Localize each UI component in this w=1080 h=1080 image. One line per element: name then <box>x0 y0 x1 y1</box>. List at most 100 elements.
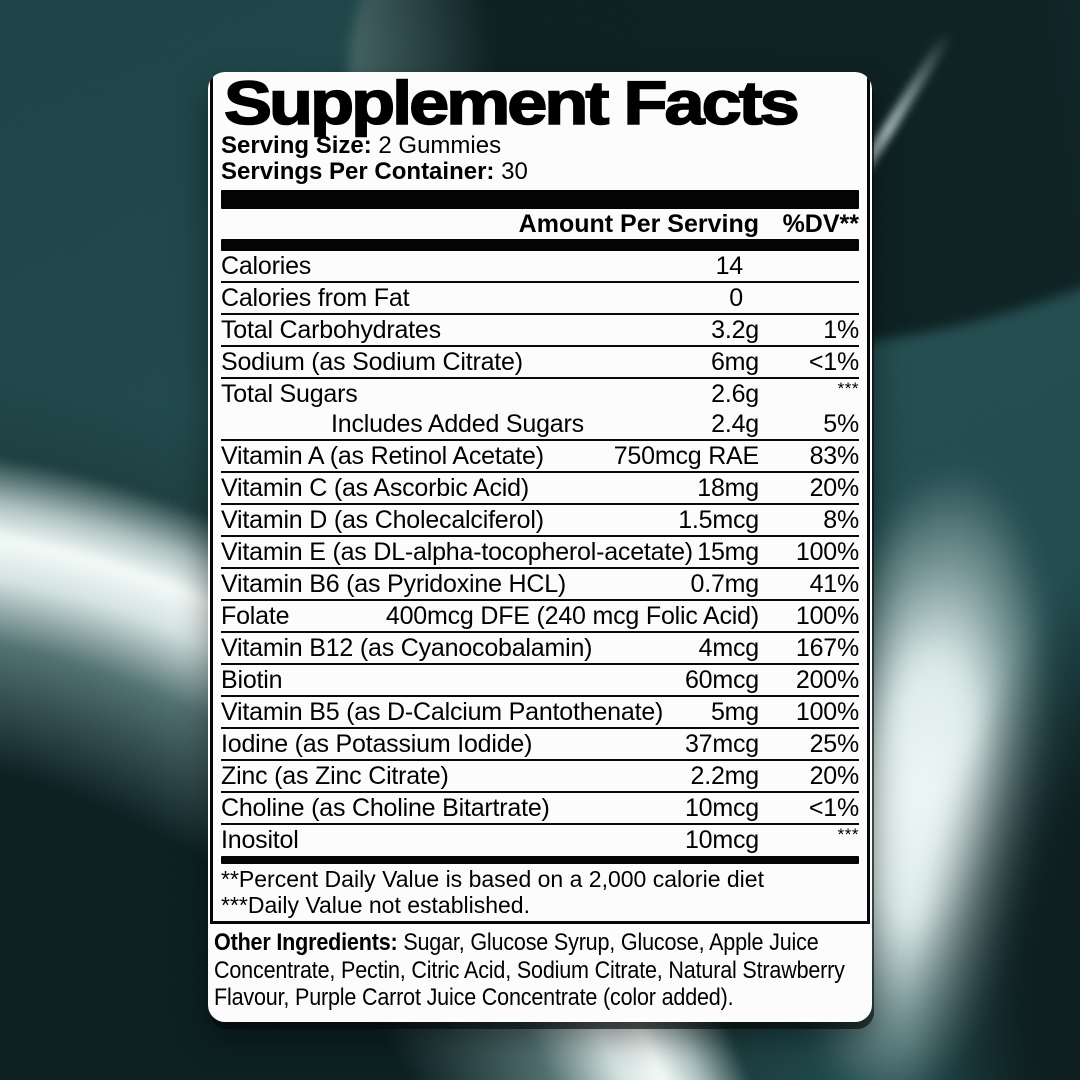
table-row: Vitamin A (as Retinol Acetate) 750mcg RAE… <box>221 441 859 473</box>
nutrient-name: Zinc (as Zinc Citrate) <box>221 762 449 790</box>
nutrient-dv: 167% <box>795 634 859 662</box>
nutrient-amount: 60mcg <box>684 666 759 694</box>
other-ingredients-label: Other Ingredients: <box>214 929 398 956</box>
nutrient-name: Calories <box>221 252 312 280</box>
divider-bar-thick <box>221 190 859 209</box>
nutrient-row-line: Vitamin D (as Cholecalciferol) 1.5mcg 8% <box>221 505 859 535</box>
nutrient-row-line: Folate 400mcg DFE (240 mcg Folic Acid) 100… <box>221 601 859 631</box>
label-title: Supplement Facts <box>223 72 801 137</box>
table-row: Zinc (as Zinc Citrate) 2.2mg 20% <box>221 761 859 793</box>
divider-bar-thin <box>221 856 859 864</box>
nutrient-amount: 2.4g <box>711 410 759 438</box>
nutrient-amount: 14 <box>715 252 744 280</box>
nutrient-row-line: Vitamin B5 (as D-Calcium Pantothenate) 5m… <box>221 697 859 727</box>
nutrient-name: Iodine (as Potassium Iodide) <box>221 730 533 758</box>
nutrient-name: Total Carbohydrates <box>221 316 441 344</box>
nutrient-dv: *** <box>837 379 859 398</box>
table-row: Biotin 60mcg 200% <box>221 665 859 697</box>
table-row: Folate 400mcg DFE (240 mcg Folic Acid) 100… <box>221 601 859 633</box>
nutrient-amount: 0 <box>729 284 743 312</box>
table-row: Vitamin B12 (as Cyanocobalamin) 4mcg 167% <box>221 633 859 665</box>
nutrient-dv: 200% <box>795 666 859 694</box>
table-row: Vitamin B6 (as Pyridoxine HCL) 0.7mg 41% <box>221 569 859 601</box>
nutrient-dv: 8% <box>823 506 859 534</box>
table-header-row: Amount Per Serving %DV** <box>221 209 859 239</box>
percent-dv-header: %DV** <box>782 210 859 238</box>
nutrient-name: Vitamin D (as Cholecalciferol) <box>221 506 544 534</box>
nutrient-dv: 100% <box>795 602 859 630</box>
footnote-not-established: ***Daily Value not established. <box>221 892 530 918</box>
nutrient-row-line: Vitamin E (as DL-alpha-tocopherol-acetat… <box>221 537 859 567</box>
nutrient-row-line: Total Carbohydrates 3.2g 1% <box>221 315 859 345</box>
nutrient-name: Vitamin A (as Retinol Acetate) <box>221 442 544 470</box>
nutrient-dv: 100% <box>795 698 859 726</box>
nutrient-row-line: Calories from Fat 0 <box>221 283 859 313</box>
footnotes: **Percent Daily Value is based on a 2,00… <box>221 866 859 918</box>
nutrient-name: Vitamin C (as Ascorbic Acid) <box>221 474 529 502</box>
table-row: Inositol 10mcg *** <box>221 825 859 855</box>
nutrient-row-line: Iodine (as Potassium Iodide) 37mcg 25% <box>221 729 859 759</box>
table-row: Vitamin B5 (as D-Calcium Pantothenate) 5m… <box>221 697 859 729</box>
nutrient-amount: 2.2mg <box>690 762 760 790</box>
nutrient-row-line: Includes Added Sugars 2.4g 5% <box>221 409 859 439</box>
nutrient-dv: *** <box>837 825 859 844</box>
servings-per-container-value: 30 <box>501 158 528 185</box>
nutrient-amount: 6mg <box>710 348 759 376</box>
servings-per-container-label: Servings Per Container: <box>221 158 495 185</box>
nutrient-dv <box>759 251 859 281</box>
other-ingredients-section: Other Ingredients: Sugar, Glucose Syrup,… <box>210 924 870 1020</box>
table-row: Total Carbohydrates 3.2g 1% <box>221 315 859 347</box>
nutrient-dv: 25% <box>809 730 860 758</box>
bg-right-dark-band <box>849 482 1080 1080</box>
table-row: Calories 14 <box>221 251 859 283</box>
nutrient-amount: 18mg <box>697 474 759 502</box>
table-row: Vitamin D (as Cholecalciferol) 1.5mcg 8% <box>221 505 859 537</box>
nutrient-row-line: Biotin 60mcg 200% <box>221 665 859 695</box>
nutrient-row-line: Vitamin B12 (as Cyanocobalamin) 4mcg 167% <box>221 633 859 663</box>
amount-per-serving-header: Amount Per Serving <box>518 210 759 238</box>
nutrient-row-line: Calories 14 <box>221 251 859 281</box>
footnote-daily-value: **Percent Daily Value is based on a 2,00… <box>221 866 764 892</box>
nutrient-row-line: Vitamin B6 (as Pyridoxine HCL) 0.7mg 41% <box>221 569 859 599</box>
nutrient-name: Includes Added Sugars <box>331 410 584 438</box>
other-ingredients-paragraph: Other Ingredients: Sugar, Glucose Syrup,… <box>214 929 871 1012</box>
nutrient-row-line: Total Sugars 2.6g *** <box>221 379 859 409</box>
nutrient-name: Choline (as Choline Bitartrate) <box>221 794 550 822</box>
nutrient-amount: 2.6g <box>711 380 759 408</box>
table-row: Calories from Fat 0 <box>221 283 859 315</box>
table-row: Iodine (as Potassium Iodide) 37mcg 25% <box>221 729 859 761</box>
table-row: Total Sugars 2.6g *** Includes Added Sugars… <box>221 379 859 441</box>
nutrient-amount: 10mcg <box>684 794 759 822</box>
nutrient-dv: 1% <box>823 316 859 344</box>
nutrient-name: Vitamin B6 (as Pyridoxine HCL) <box>221 570 567 598</box>
servings-per-container-line: Servings Per Container: 30 <box>221 159 859 185</box>
nutrient-row-line: Vitamin C (as Ascorbic Acid) 18mg 20% <box>221 473 859 503</box>
nutrient-amount: 10mcg <box>684 826 759 854</box>
nutrient-dv: 100% <box>795 538 859 566</box>
nutrient-name: Total Sugars <box>221 380 358 408</box>
nutrient-dv: <1% <box>808 348 859 376</box>
nutrient-row-line: Zinc (as Zinc Citrate) 2.2mg 20% <box>221 761 859 791</box>
nutrient-amount: 5mg <box>710 698 759 726</box>
nutrient-name: Biotin <box>221 666 283 694</box>
nutrient-row-line: Vitamin A (as Retinol Acetate) 750mcg RAE… <box>221 441 859 471</box>
nutrient-dv: 41% <box>809 570 860 598</box>
supplement-facts-label: Supplement Facts Serving Size: 2 Gummies… <box>208 72 872 1022</box>
table-row: Vitamin C (as Ascorbic Acid) 18mg 20% <box>221 473 859 505</box>
nutrient-name: Sodium (as Sodium Citrate) <box>221 348 523 376</box>
nutrient-row-line: Choline (as Choline Bitartrate) 10mcg <1% <box>221 793 859 823</box>
nutrient-name: Inositol <box>221 826 299 854</box>
nutrient-name: Vitamin B12 (as Cyanocobalamin) <box>221 634 593 662</box>
nutrient-dv: 83% <box>809 442 860 470</box>
serving-info: Serving Size: 2 Gummies Servings Per Con… <box>221 133 859 185</box>
nutrient-dv <box>759 283 859 313</box>
nutrient-dv: 20% <box>809 474 860 502</box>
nutrient-amount: 400mcg DFE (240 mcg Folic Acid) <box>385 602 759 630</box>
nutrient-name: Vitamin B5 (as D-Calcium Pantothenate) <box>221 698 664 726</box>
divider-bar-medium <box>221 239 859 251</box>
nutrient-amount: 3.2g <box>711 316 759 344</box>
nutrient-name: Folate <box>221 602 290 630</box>
nutrient-table-body: Calories 14 Calories from Fat 0 Total Carboh… <box>221 251 859 855</box>
nutrient-name: Vitamin E (as DL-alpha-tocopherol-acetat… <box>221 538 693 566</box>
